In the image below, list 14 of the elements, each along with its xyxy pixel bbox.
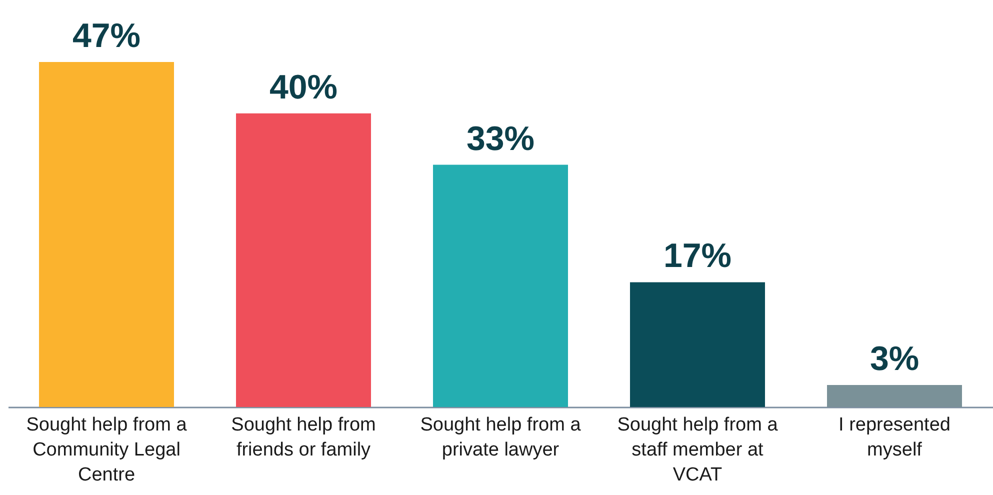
data-label: 33% <box>466 120 535 158</box>
data-label: 47% <box>72 17 141 55</box>
data-label: 3% <box>870 340 920 378</box>
x-tick-label: Sought help from a Community Legal Centre <box>26 414 188 486</box>
bar <box>39 62 174 407</box>
x-tick-label: Sought help from a staff member at VCAT <box>617 414 778 486</box>
data-label: 40% <box>269 68 338 106</box>
x-tick-label: Sought help from a private lawyer <box>420 414 582 460</box>
bar <box>433 164 568 407</box>
bar <box>630 282 765 407</box>
data-label: 17% <box>663 237 732 276</box>
x-tick-label: Sought help from friends or family <box>231 414 376 460</box>
bar <box>236 113 371 407</box>
x-tick-label: I represented myself <box>838 414 950 460</box>
